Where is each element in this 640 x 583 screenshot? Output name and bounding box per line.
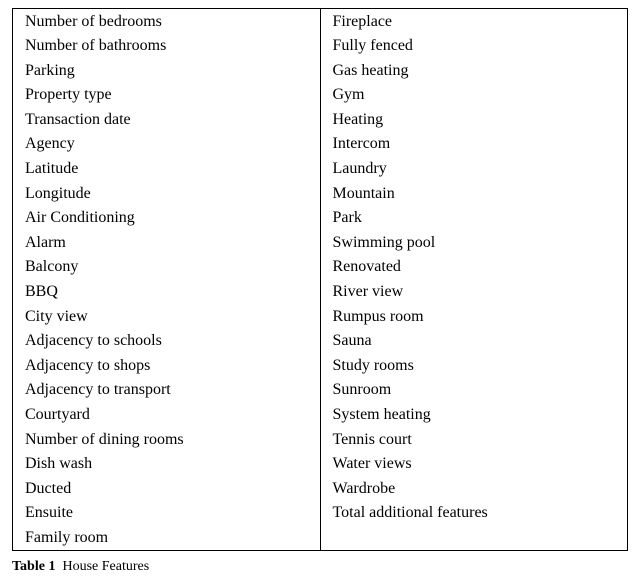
feature-cell: Sauna [320, 329, 628, 354]
table-row: Transaction dateHeating [13, 107, 628, 132]
feature-cell: Gas heating [320, 58, 628, 83]
table-row: LongitudeMountain [13, 181, 628, 206]
feature-cell: Gym [320, 83, 628, 108]
feature-cell: Adjacency to schools [13, 329, 321, 354]
table-row: Family room [13, 525, 628, 550]
feature-cell: Renovated [320, 255, 628, 280]
house-features-table: Number of bedroomsFireplace Number of ba… [12, 8, 628, 551]
feature-cell: BBQ [13, 280, 321, 305]
feature-cell: Property type [13, 83, 321, 108]
caption-label: Table 1 [12, 559, 55, 574]
feature-cell: Wardrobe [320, 476, 628, 501]
table-row: BalconyRenovated [13, 255, 628, 280]
table-row: Number of dining roomsTennis court [13, 427, 628, 452]
table-row: DuctedWardrobe [13, 476, 628, 501]
feature-cell: Fully fenced [320, 34, 628, 59]
table-row: LatitudeLaundry [13, 157, 628, 182]
feature-cell: Number of bedrooms [13, 9, 321, 34]
feature-cell: Courtyard [13, 403, 321, 428]
feature-cell [320, 525, 628, 550]
feature-cell: Transaction date [13, 107, 321, 132]
feature-cell: Parking [13, 58, 321, 83]
feature-cell: Alarm [13, 230, 321, 255]
table-row: Number of bedroomsFireplace [13, 9, 628, 34]
feature-cell: Agency [13, 132, 321, 157]
feature-cell: Ducted [13, 476, 321, 501]
table-row: EnsuiteTotal additional features [13, 501, 628, 526]
feature-cell: Heating [320, 107, 628, 132]
feature-cell: Family room [13, 525, 321, 550]
table-row: Adjacency to transportSunroom [13, 378, 628, 403]
table-row: BBQRiver view [13, 280, 628, 305]
feature-cell: Swimming pool [320, 230, 628, 255]
table-caption: Table 1 House Features [12, 559, 628, 575]
feature-cell: Air Conditioning [13, 206, 321, 231]
table-row: Adjacency to shopsStudy rooms [13, 353, 628, 378]
feature-cell: River view [320, 280, 628, 305]
table-row: CourtyardSystem heating [13, 403, 628, 428]
feature-cell: Adjacency to shops [13, 353, 321, 378]
feature-cell: Total additional features [320, 501, 628, 526]
feature-cell: Intercom [320, 132, 628, 157]
feature-cell: Adjacency to transport [13, 378, 321, 403]
feature-cell: Sunroom [320, 378, 628, 403]
feature-cell: System heating [320, 403, 628, 428]
table-row: Air ConditioningPark [13, 206, 628, 231]
feature-cell: Rumpus room [320, 304, 628, 329]
feature-cell: Fireplace [320, 9, 628, 34]
table-row: ParkingGas heating [13, 58, 628, 83]
feature-cell: City view [13, 304, 321, 329]
feature-cell: Water views [320, 452, 628, 477]
table-row: Property typeGym [13, 83, 628, 108]
feature-cell: Tennis court [320, 427, 628, 452]
feature-cell: Laundry [320, 157, 628, 182]
feature-cell: Mountain [320, 181, 628, 206]
table-row: Adjacency to schoolsSauna [13, 329, 628, 354]
feature-cell: Ensuite [13, 501, 321, 526]
feature-cell: Latitude [13, 157, 321, 182]
table-row: Number of bathroomsFully fenced [13, 34, 628, 59]
table-row: AlarmSwimming pool [13, 230, 628, 255]
feature-cell: Dish wash [13, 452, 321, 477]
feature-cell: Longitude [13, 181, 321, 206]
table-row: City viewRumpus room [13, 304, 628, 329]
feature-cell: Number of dining rooms [13, 427, 321, 452]
caption-text: House Features [62, 559, 149, 574]
feature-cell: Study rooms [320, 353, 628, 378]
table-row: Dish washWater views [13, 452, 628, 477]
table-row: AgencyIntercom [13, 132, 628, 157]
table-body: Number of bedroomsFireplace Number of ba… [13, 9, 628, 551]
feature-cell: Park [320, 206, 628, 231]
feature-cell: Balcony [13, 255, 321, 280]
feature-cell: Number of bathrooms [13, 34, 321, 59]
